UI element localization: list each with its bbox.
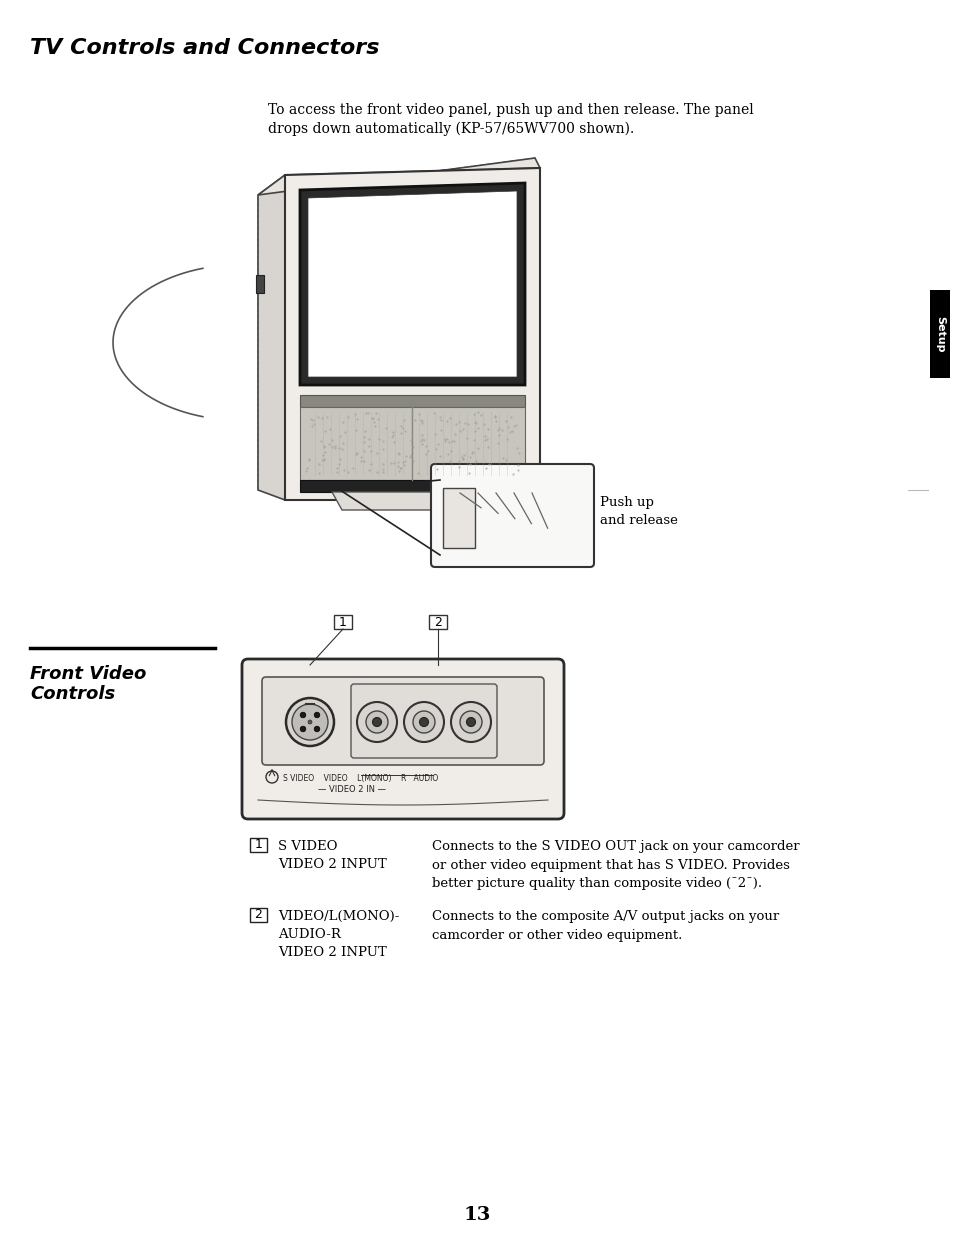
Polygon shape [285,167,539,500]
Bar [250,838,267,852]
Text: Connects to the S VIDEO OUT jack on your camcorder
or other video equipment that: Connects to the S VIDEO OUT jack on your… [432,839,799,890]
Text: Push up
and release: Push up and release [599,496,678,527]
Text: To access the front video panel, push up and then release. The panel: To access the front video panel, push up… [268,103,753,117]
Circle shape [314,712,319,718]
FancyBboxPatch shape [262,677,543,765]
Text: Controls: Controls [30,684,115,703]
Text: VIDEO 2 INPUT: VIDEO 2 INPUT [277,946,386,959]
Text: Connects to the composite A/V output jacks on your
camcorder or other video equi: Connects to the composite A/V output jac… [432,910,779,941]
Polygon shape [299,407,524,480]
Polygon shape [442,489,475,548]
Text: S VIDEO    VIDEO    L(MONO)    R   AUDIO: S VIDEO VIDEO L(MONO) R AUDIO [283,774,437,782]
Bar [334,615,352,629]
Circle shape [300,727,306,732]
Text: Setup: Setup [934,316,944,352]
Text: Front Video: Front Video [30,665,146,683]
Text: 1: 1 [338,615,347,629]
Text: 13: 13 [463,1207,490,1224]
Bar [929,290,949,378]
FancyBboxPatch shape [242,658,563,818]
Bar [255,275,264,293]
Polygon shape [299,184,524,384]
Circle shape [366,711,388,733]
Circle shape [300,712,306,718]
Polygon shape [299,396,524,407]
Text: 2: 2 [434,615,441,629]
Text: 1: 1 [254,838,262,852]
Text: TV Controls and Connectors: TV Controls and Connectors [30,38,379,58]
FancyBboxPatch shape [431,464,594,567]
Polygon shape [257,175,285,500]
Polygon shape [299,480,524,492]
Polygon shape [308,191,517,377]
Circle shape [459,711,481,733]
Polygon shape [257,157,539,195]
Text: drops down automatically (KP-57/65WV700 shown).: drops down automatically (KP-57/65WV700 … [268,122,634,136]
Circle shape [308,720,312,724]
Text: S VIDEO: S VIDEO [277,839,337,853]
Bar [250,908,267,923]
Circle shape [292,704,328,740]
Circle shape [314,727,319,732]
FancyBboxPatch shape [351,684,497,758]
Text: VIDEO 2 INPUT: VIDEO 2 INPUT [277,858,386,870]
Text: — VIDEO 2 IN —: — VIDEO 2 IN — [317,785,386,794]
Circle shape [372,718,381,727]
Circle shape [451,702,491,742]
Bar [429,615,447,629]
Circle shape [286,698,334,746]
Circle shape [356,702,396,742]
Text: AUDIO-R: AUDIO-R [277,928,340,941]
Circle shape [413,711,435,733]
Circle shape [403,702,443,742]
Circle shape [466,718,475,727]
Text: 2: 2 [254,909,262,921]
Text: VIDEO/L(MONO)-: VIDEO/L(MONO)- [277,910,399,923]
Polygon shape [332,492,492,510]
Circle shape [419,718,428,727]
